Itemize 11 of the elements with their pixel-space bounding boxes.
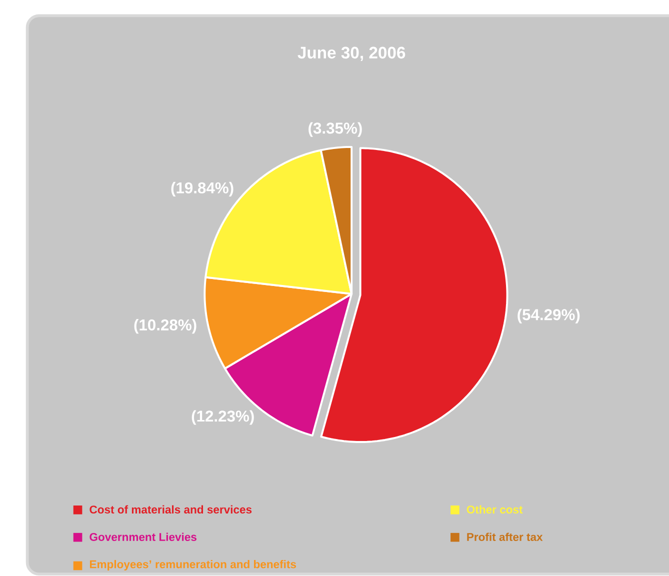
legend-label: Other cost	[466, 505, 523, 514]
legend-label: Employees’ remuneration and benefits	[90, 560, 296, 570]
data-label: (12.23%)	[192, 410, 254, 425]
legend-label: Government Lievies	[90, 532, 196, 541]
data-label: (54.29%)	[518, 308, 580, 324]
data-label: (10.28%)	[134, 318, 196, 334]
legend-label: Cost of materials and services	[90, 505, 252, 514]
data-label: (3.35%)	[308, 122, 362, 137]
legend-label: Profit after tax	[467, 532, 543, 541]
data-label: (19.84%)	[171, 182, 234, 197]
chart-title: June 30, 2006	[298, 46, 406, 61]
